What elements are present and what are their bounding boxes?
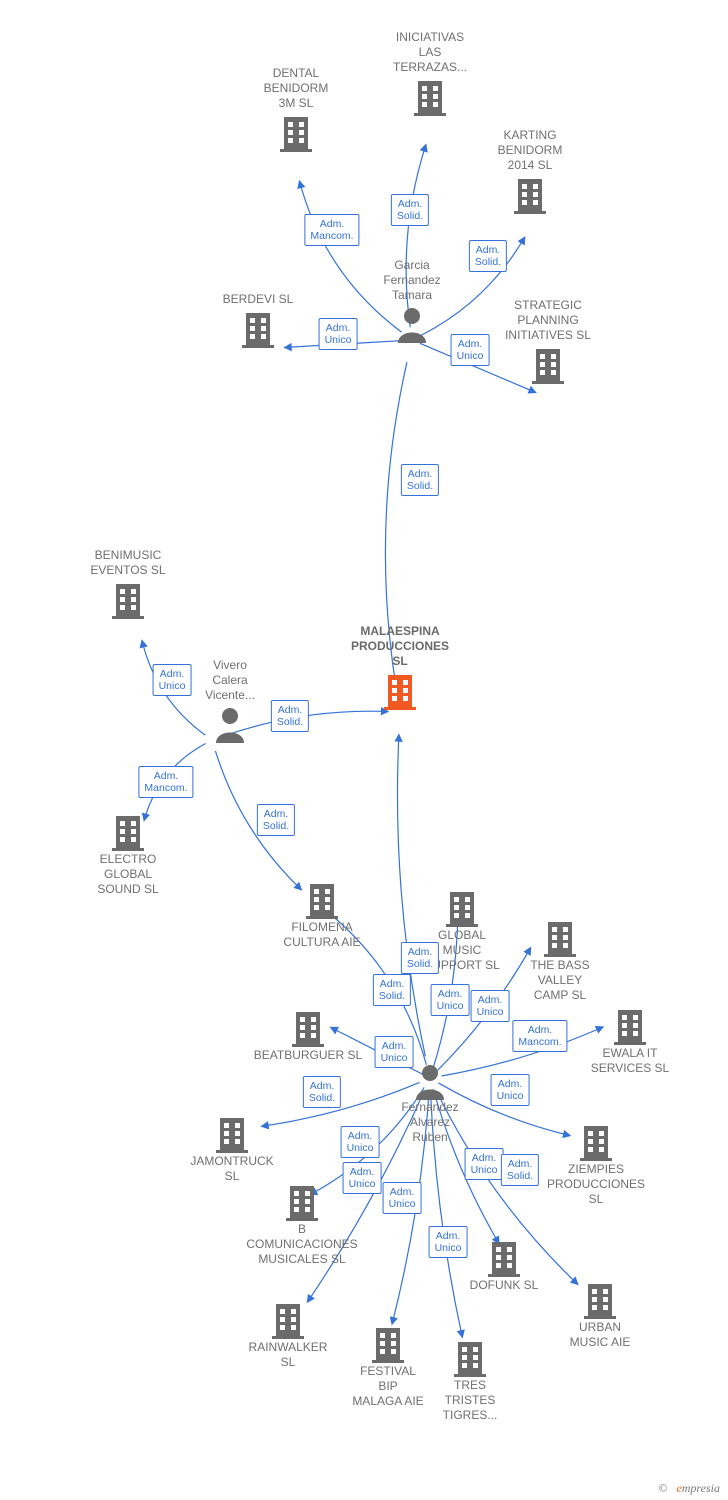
edge-label: Adm. Solid. [303,1076,341,1108]
node-strategic[interactable]: STRATEGIC PLANNING INITIATIVES SL [488,298,608,385]
node-garcia[interactable]: Garcia Fernandez Tamara [352,258,472,343]
building-icon [248,1008,368,1048]
edge-label: Adm. Unico [429,1226,468,1258]
credit: © empresia [658,1481,720,1496]
building-icon [68,580,188,620]
building-icon [536,1122,656,1162]
edge-label: Adm. Unico [343,1162,382,1194]
node-malaespina[interactable]: MALAESPINA PRODUCCIONES SL [340,624,460,711]
node-urbanmusic[interactable]: URBAN MUSIC AIE [540,1278,660,1350]
node-bassvalley[interactable]: THE BASS VALLEY CAMP SL [500,916,620,1003]
node-label: URBAN MUSIC AIE [540,1320,660,1350]
node-berdevi[interactable]: BERDEVI SL [198,292,318,349]
node-label: THE BASS VALLEY CAMP SL [500,958,620,1003]
node-iniciativas[interactable]: INICIATIVAS LAS TERRAZAS... [370,30,490,117]
node-label: MALAESPINA PRODUCCIONES SL [340,624,460,669]
edge-label: Adm. Unico [383,1182,422,1214]
node-ewala[interactable]: EWALA IT SERVICES SL [570,1004,690,1076]
edge-label: Adm. Unico [375,1036,414,1068]
building-icon [68,812,188,852]
building-icon [488,345,608,385]
building-icon [340,671,460,711]
edge-label: Adm. Mancom. [138,766,193,798]
node-label: TRES TRISTES TIGRES... [410,1378,530,1423]
edge-label: Adm. Solid. [271,700,309,732]
edge-label: Adm. Mancom. [512,1020,567,1052]
node-jamontruck[interactable]: JAMONTRUCK SL [172,1112,292,1184]
node-fernandez[interactable]: Fernandez Alvarez Ruben [370,1060,490,1145]
edge-label: Adm. Unico [471,990,510,1022]
node-benimusic[interactable]: BENIMUSIC EVENTOS SL [68,548,188,620]
edge-label: Adm. Unico [341,1126,380,1158]
building-icon [262,880,382,920]
node-label: KARTING BENIDORM 2014 SL [470,128,590,173]
edge-label: Adm. Solid. [373,974,411,1006]
edge-label: Adm. Solid. [401,942,439,974]
node-ziempies[interactable]: ZIEMPIES PRODUCCIONES SL [536,1120,656,1207]
edge-label: Adm. Unico [491,1074,530,1106]
node-beatburguer[interactable]: BEATBURGUER SL [248,1006,368,1063]
building-icon [410,1338,530,1378]
node-label: EWALA IT SERVICES SL [570,1046,690,1076]
node-label: ELECTRO GLOBAL SOUND SL [68,852,188,897]
building-icon [236,113,356,153]
edge-label: Adm. Solid. [401,464,439,496]
copyright-symbol: © [658,1481,667,1495]
building-icon [500,918,620,958]
node-tres[interactable]: TRES TRISTES TIGRES... [410,1336,530,1423]
edge-label: Adm. Unico [431,984,470,1016]
node-karting[interactable]: KARTING BENIDORM 2014 SL [470,128,590,215]
edge-label: Adm. Solid. [469,240,507,272]
node-electro[interactable]: ELECTRO GLOBAL SOUND SL [68,810,188,897]
node-label: Garcia Fernandez Tamara [352,258,472,303]
node-label: BEATBURGUER SL [248,1048,368,1063]
edge-label: Adm. Unico [465,1148,504,1180]
node-label: BERDEVI SL [198,292,318,307]
node-label: Fernandez Alvarez Ruben [370,1100,490,1145]
edge-label: Adm. Solid. [501,1154,539,1186]
node-label: DENTAL BENIDORM 3M SL [236,66,356,111]
edge-label: Adm. Unico [319,318,358,350]
node-label: B COMUNICACIONES MUSICALES SL [242,1222,362,1267]
building-icon [198,309,318,349]
node-label: STRATEGIC PLANNING INITIATIVES SL [488,298,608,343]
building-icon [172,1114,292,1154]
edge-label: Adm. Unico [153,664,192,696]
edge-label: Adm. Mancom. [304,214,359,246]
edge-label: Adm. Solid. [257,804,295,836]
brand-rest: mpresia [682,1481,720,1495]
node-label: FILOMENA CULTURA AIE [262,920,382,950]
node-label: ZIEMPIES PRODUCCIONES SL [536,1162,656,1207]
building-icon [470,175,590,215]
building-icon [540,1280,660,1320]
node-label: BENIMUSIC EVENTOS SL [68,548,188,578]
node-dental[interactable]: DENTAL BENIDORM 3M SL [236,66,356,153]
node-label: INICIATIVAS LAS TERRAZAS... [370,30,490,75]
edge-label: Adm. Solid. [391,194,429,226]
building-icon [570,1006,690,1046]
building-icon [370,77,490,117]
edge-label: Adm. Unico [451,334,490,366]
node-filomena[interactable]: FILOMENA CULTURA AIE [262,878,382,950]
diagram-canvas [0,0,728,1500]
